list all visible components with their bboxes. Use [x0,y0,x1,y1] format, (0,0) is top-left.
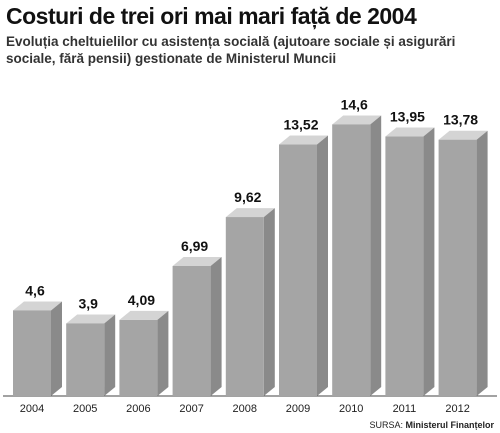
bar-side-2011 [423,127,435,396]
data-label-2006: 4,09 [128,292,155,308]
data-label-2007: 6,99 [181,238,208,254]
x-tick-2012: 2012 [445,403,469,415]
bar-side-2010 [370,115,382,396]
bar-2010 [332,124,371,396]
x-tick-2011: 2011 [393,403,417,415]
bar-top-2007 [172,256,222,266]
data-label-2010: 14,6 [341,96,368,112]
x-tick-2006: 2006 [126,403,150,415]
data-label-2011: 13,95 [390,109,425,125]
data-label-2004: 4,6 [25,282,45,298]
data-label-2005: 3,9 [78,295,98,311]
bar-2012 [438,139,477,396]
bar-top-2004 [13,301,62,311]
x-tick-2010: 2010 [339,403,363,415]
bar-top-2005 [66,314,116,324]
bar-side-2007 [210,256,222,396]
x-tick-2007: 2007 [179,403,203,415]
bar-side-2009 [317,135,328,396]
bar-2005 [66,323,105,396]
bar-top-2006 [119,310,169,320]
bar-side-2004 [51,301,62,396]
bar-top-2010 [332,115,382,125]
bar-2008 [225,217,264,396]
bar-2011 [385,136,424,396]
data-label-2008: 9,62 [234,189,261,205]
bar-side-2006 [157,310,169,396]
bar-side-2012 [476,130,488,396]
x-tick-2008: 2008 [233,403,257,415]
x-tick-2004: 2004 [20,403,44,415]
data-label-2009: 13,52 [283,117,318,133]
bar-top-2012 [438,130,488,140]
bar-top-2011 [385,127,435,137]
x-tick-2005: 2005 [73,403,97,415]
bar-side-2005 [104,314,116,396]
bar-2007 [172,265,211,396]
bar-2004 [13,310,51,396]
source-prefix: SURSA: [369,420,403,430]
bar-top-2008 [225,208,275,218]
bar-2009 [279,144,317,396]
chart-title: Costuri de trei ori mai mari față de 200… [6,3,417,29]
chart-subtitle: Evoluția cheltuielilor cu asistența soci… [6,34,456,66]
bar-top-2009 [279,135,328,145]
source-note: SURSA: Ministerul Finanțelor [369,420,494,430]
bar-2006 [119,319,158,396]
data-label-2012: 13,78 [443,112,478,128]
source-name: Ministerul Finanțelor [405,420,494,430]
bar-side-2008 [263,208,275,396]
x-tick-2009: 2009 [286,403,310,415]
